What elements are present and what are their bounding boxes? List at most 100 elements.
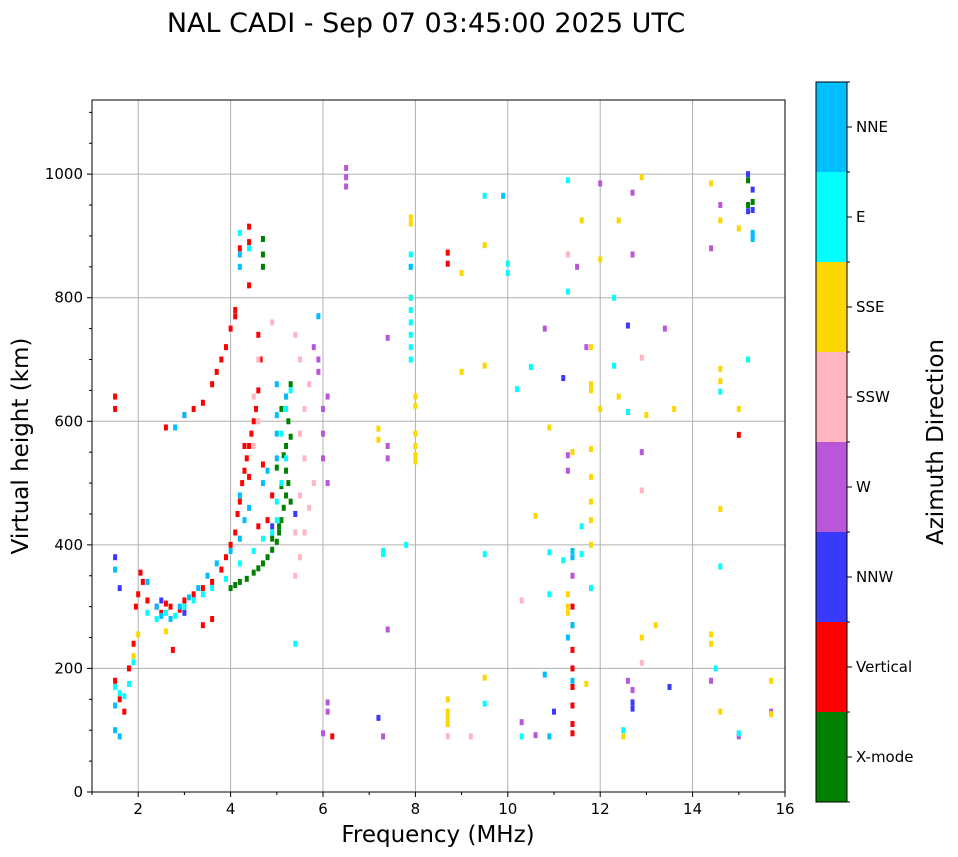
data-point xyxy=(746,356,751,363)
data-point xyxy=(505,260,510,267)
data-point xyxy=(482,700,487,707)
y-tick-label: 800 xyxy=(54,289,83,307)
data-point xyxy=(247,223,252,230)
data-point xyxy=(482,551,487,558)
data-point xyxy=(547,549,552,556)
data-point xyxy=(297,356,302,363)
data-point xyxy=(639,174,644,181)
data-point xyxy=(214,368,219,375)
data-point xyxy=(718,708,723,715)
data-point xyxy=(113,702,118,709)
data-point xyxy=(565,591,570,598)
chart-title: NAL CADI - Sep 07 03:45:00 2025 UTC xyxy=(167,8,685,39)
data-point xyxy=(547,733,552,740)
data-point xyxy=(588,517,593,524)
data-point xyxy=(247,239,252,246)
data-point xyxy=(284,492,289,499)
y-tick-label: 200 xyxy=(54,659,83,677)
data-point xyxy=(616,393,621,400)
data-point xyxy=(182,603,187,610)
data-point xyxy=(644,412,649,419)
x-tick-label: 6 xyxy=(318,800,328,818)
data-point xyxy=(519,719,524,726)
data-point xyxy=(519,597,524,604)
data-point xyxy=(662,325,667,332)
data-point xyxy=(210,578,215,585)
data-point xyxy=(570,572,575,579)
data-point xyxy=(191,591,196,598)
x-tick-label: 2 xyxy=(133,800,143,818)
data-point xyxy=(588,498,593,505)
data-point xyxy=(113,566,118,573)
colorbar-frame xyxy=(815,81,848,803)
series-ssw xyxy=(251,251,644,740)
data-point xyxy=(565,288,570,295)
data-point xyxy=(376,425,381,432)
data-point xyxy=(173,424,178,431)
data-point xyxy=(274,464,279,471)
data-point xyxy=(709,245,714,252)
data-point xyxy=(750,186,755,193)
data-point xyxy=(570,622,575,629)
data-point xyxy=(270,535,275,542)
data-point xyxy=(200,591,205,598)
data-point xyxy=(570,683,575,690)
data-point xyxy=(565,467,570,474)
data-point xyxy=(408,214,413,221)
data-point xyxy=(565,609,570,616)
data-point xyxy=(187,594,192,601)
data-point xyxy=(228,325,233,332)
data-point xyxy=(321,405,325,412)
data-point xyxy=(445,721,450,728)
data-point xyxy=(270,492,275,499)
data-point xyxy=(140,578,145,585)
data-point xyxy=(228,541,233,548)
data-point xyxy=(191,405,196,412)
data-point xyxy=(177,606,182,613)
plot-background xyxy=(92,100,785,792)
data-point xyxy=(445,714,450,721)
data-point xyxy=(750,236,755,243)
data-point xyxy=(270,529,275,536)
data-point xyxy=(256,565,261,572)
data-point xyxy=(240,480,245,487)
data-point xyxy=(344,183,349,190)
data-point xyxy=(750,206,755,213)
data-point xyxy=(136,631,141,638)
data-point xyxy=(709,677,714,684)
data-point xyxy=(598,180,603,187)
data-point xyxy=(159,597,164,604)
colorbar-segment xyxy=(816,442,847,532)
data-point xyxy=(588,585,593,592)
data-point xyxy=(256,418,261,425)
data-point xyxy=(385,455,390,462)
data-point xyxy=(237,251,242,258)
data-point xyxy=(579,217,584,224)
data-point xyxy=(154,616,159,622)
data-point xyxy=(311,344,316,351)
data-point xyxy=(293,640,298,647)
data-point xyxy=(413,458,418,465)
data-point xyxy=(565,251,570,258)
data-point xyxy=(625,322,630,329)
data-point xyxy=(270,319,275,326)
data-point xyxy=(565,177,570,184)
y-axis-label: Virtual height (km) xyxy=(8,338,34,555)
data-point xyxy=(565,603,570,610)
data-point xyxy=(274,498,279,505)
data-point xyxy=(505,270,510,276)
data-point xyxy=(330,733,335,740)
data-point xyxy=(210,616,215,622)
data-point xyxy=(219,566,224,573)
data-point xyxy=(588,344,593,351)
data-point xyxy=(408,356,413,363)
x-tick-label: 14 xyxy=(683,800,702,818)
data-point xyxy=(616,217,621,224)
data-point xyxy=(736,431,741,438)
data-point xyxy=(274,381,279,388)
data-point xyxy=(122,708,127,715)
data-point xyxy=(621,727,626,734)
data-point xyxy=(126,680,131,687)
data-point xyxy=(519,733,524,740)
